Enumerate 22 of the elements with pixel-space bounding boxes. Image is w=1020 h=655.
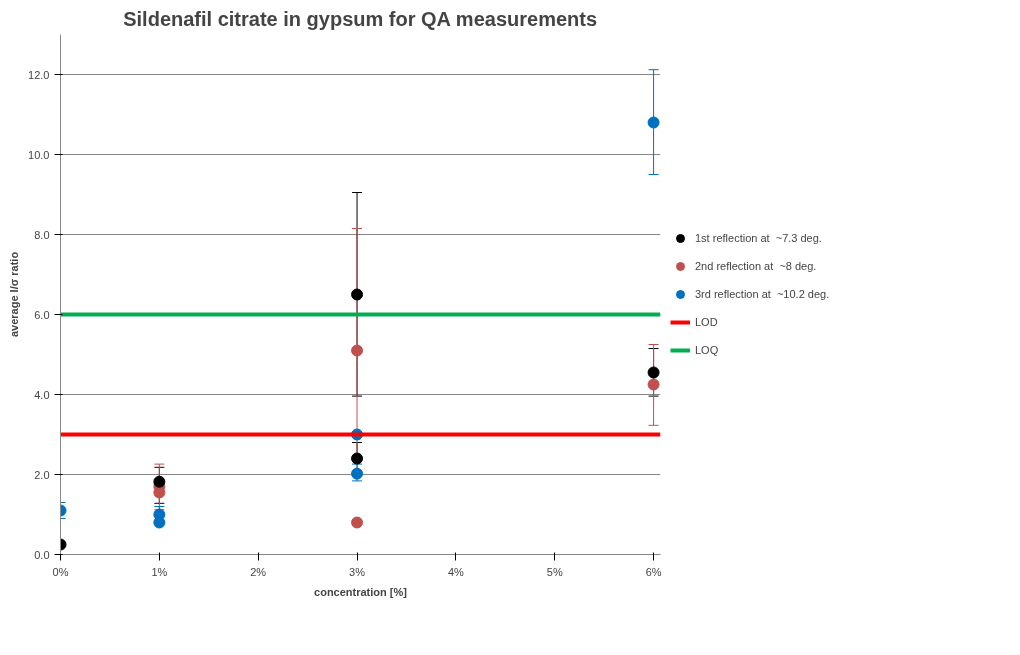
x-axis-title: concentration [%] [314, 585, 408, 598]
x-tick-label: 3% [349, 565, 366, 578]
legend-label: LOQ [695, 344, 719, 356]
x-tick-label: 6% [645, 565, 662, 578]
y-tick-label: 2.0 [34, 468, 50, 481]
x-tick-label: 2% [250, 565, 267, 578]
legend-label: LOD [695, 316, 718, 328]
chart-title: Sildenafil citrate in gypsum for QA measurements [123, 7, 598, 30]
y-tick-label: 6.0 [34, 308, 50, 321]
x-tick-label: 5% [546, 565, 563, 578]
y-axis-title: average I/σ ratio [8, 251, 21, 338]
legend-label: 2nd reflection at ~8 deg. [695, 260, 817, 272]
y-tick-label: 4.0 [34, 388, 50, 401]
y-tick-label: 12.0 [28, 68, 50, 81]
x-tick-label: 1% [151, 565, 168, 578]
legend-label: 1st reflection at ~7.3 deg. [695, 232, 822, 244]
legend-label: 3rd reflection at ~10.2 deg. [695, 288, 830, 300]
x-tick-label: 0% [52, 565, 69, 578]
x-tick-label: 4% [447, 565, 465, 578]
y-tick-label: 8.0 [34, 228, 50, 241]
y-tick-label: 0.0 [34, 548, 50, 561]
y-tick-label: 10.0 [28, 148, 50, 161]
